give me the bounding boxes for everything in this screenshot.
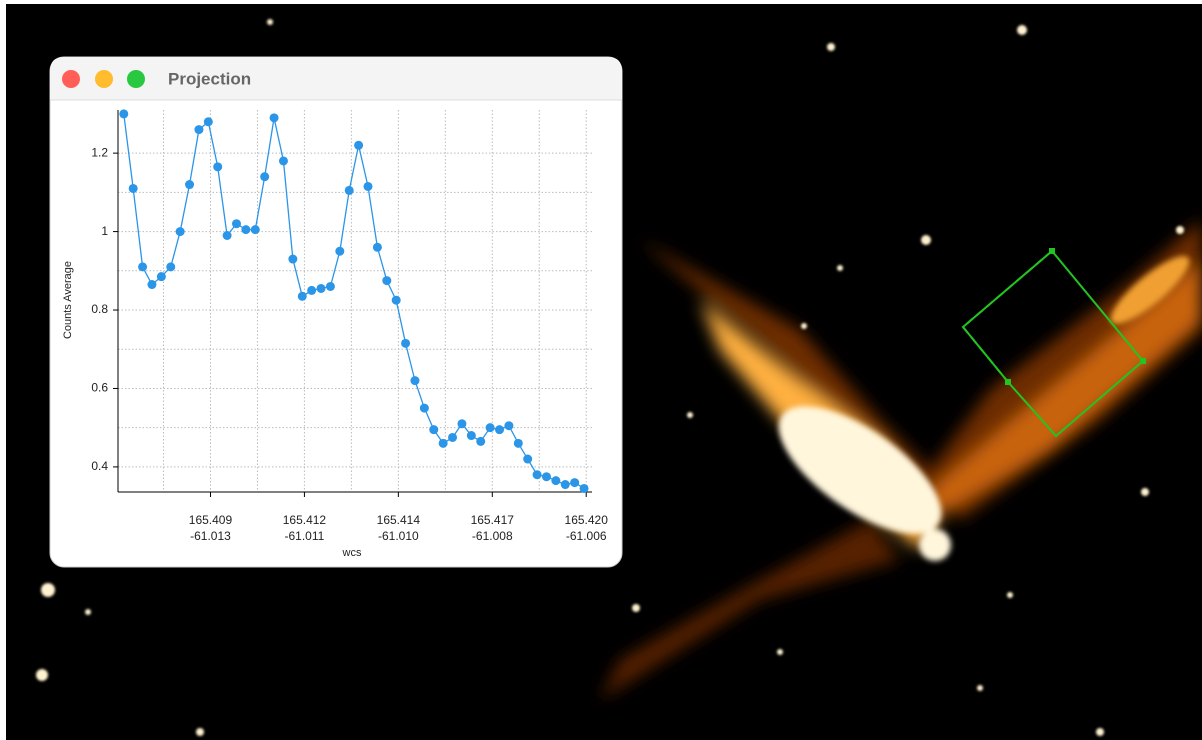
- point: [410, 376, 419, 385]
- x-tick-label: 165.412: [283, 513, 327, 527]
- point: [448, 433, 457, 442]
- point: [194, 125, 203, 134]
- point: [542, 472, 551, 481]
- point: [166, 262, 175, 271]
- point: [382, 276, 391, 285]
- point: [476, 437, 485, 446]
- y-tick-label: 0.6: [91, 381, 108, 395]
- point: [401, 339, 410, 348]
- screen: Projection Counts Average wcs 0.4 0.6 0.8 1…: [0, 0, 1202, 740]
- point: [364, 182, 373, 191]
- point: [176, 227, 185, 236]
- point: [504, 421, 513, 430]
- projection-window: Projection Counts Average wcs: [50, 57, 622, 567]
- point: [270, 113, 279, 122]
- x-tick-label: 165.409: [189, 513, 233, 527]
- x-tick-label: 165.417: [471, 513, 515, 527]
- point: [551, 476, 560, 485]
- point: [429, 425, 438, 434]
- point: [326, 282, 335, 291]
- point: [147, 280, 156, 289]
- point: [457, 419, 466, 428]
- point: [580, 484, 589, 493]
- point: [335, 247, 344, 256]
- x-tick-label-second: -61.008: [472, 529, 513, 543]
- x-tick-label: 165.414: [377, 513, 421, 527]
- point: [486, 423, 495, 432]
- point: [204, 117, 213, 126]
- point: [373, 243, 382, 252]
- point: [138, 262, 147, 271]
- point: [514, 439, 523, 448]
- point: [157, 272, 166, 281]
- point: [317, 284, 326, 293]
- x-tick-label: 165.420: [565, 513, 609, 527]
- point: [288, 255, 297, 264]
- point: [523, 455, 532, 464]
- y-axis-label: Counts Average: [62, 261, 74, 339]
- point: [251, 225, 260, 234]
- point: [354, 141, 363, 150]
- x-axis-label: wcs: [342, 547, 362, 559]
- point: [119, 109, 128, 118]
- point: [185, 180, 194, 189]
- point: [345, 186, 354, 195]
- point: [561, 480, 570, 489]
- point: [298, 292, 307, 301]
- x-tick-label-second: -61.006: [566, 529, 607, 543]
- close-button[interactable]: [62, 70, 80, 88]
- zoom-button[interactable]: [127, 70, 145, 88]
- point: [533, 470, 542, 479]
- point: [307, 286, 316, 295]
- y-tick-label: 1.2: [91, 145, 108, 159]
- point: [467, 431, 476, 440]
- point: [232, 219, 241, 228]
- point: [570, 478, 579, 487]
- point: [260, 172, 269, 181]
- point: [495, 425, 504, 434]
- point: [392, 296, 401, 305]
- x-tick-label-second: -61.010: [378, 529, 419, 543]
- x-tick-label-second: -61.011: [285, 529, 325, 543]
- y-tick-label: 0.4: [91, 459, 108, 473]
- point: [279, 156, 288, 165]
- y-tick-label: 1: [101, 224, 108, 238]
- point: [439, 439, 448, 448]
- x-tick-label-second: -61.013: [190, 529, 231, 543]
- point: [241, 225, 250, 234]
- point: [213, 162, 222, 171]
- point: [420, 404, 429, 413]
- point: [223, 231, 232, 240]
- point: [129, 184, 138, 193]
- y-tick-label: 0.8: [91, 302, 108, 316]
- minimize-button[interactable]: [95, 70, 113, 88]
- window-title: Projection: [168, 69, 251, 88]
